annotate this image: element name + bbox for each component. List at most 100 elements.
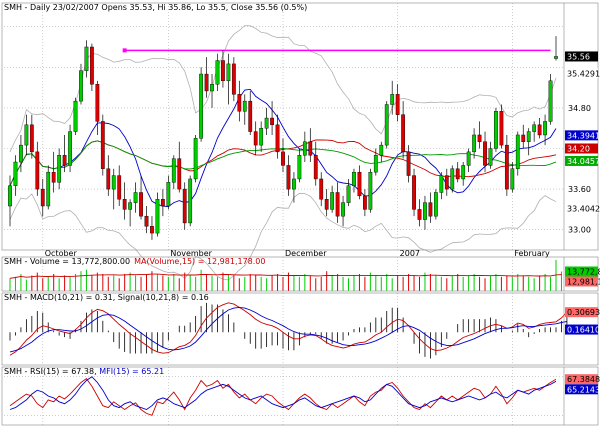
candle-body-39 [221,60,225,82]
ma-mid-value-box [565,143,598,154]
candle-body-43 [242,100,247,112]
price-header: SMH - Daily 23/02/2007 Opens 35.53, Hi 3… [4,3,307,12]
candle-body-61 [341,202,345,217]
x-label-2007: 2007 [400,249,420,258]
candle-body-45 [253,131,258,146]
candle-body-54 [302,141,307,156]
volume-ma-value-label: 12,981,17 [567,277,600,286]
volume-ma-value-box [565,276,598,287]
macd-line [9,302,568,356]
candle-body-67 [373,155,378,173]
macd-value-box [565,307,598,318]
candle-body-1 [13,161,18,186]
candle-body-82 [455,168,460,180]
candle-body-73 [406,151,411,176]
bollinger-lower-value-label: 33.4042 [567,204,600,213]
candle-body-72 [401,114,406,153]
candle-body-40 [226,63,231,82]
candle-body-46 [259,127,264,146]
candle-body-88 [488,148,493,166]
candle-body-19 [111,175,116,190]
rsi-value-box [565,374,598,385]
candle-body-8 [51,171,56,183]
candle-body-94 [521,134,526,142]
y-tick-0: 34.80 [568,104,591,113]
candle-body-41 [231,63,236,95]
candle-body-5 [35,151,40,190]
volume-value-label: 13,772,80 [567,267,600,276]
rsi-line [9,377,557,416]
candle-body-57 [319,178,324,200]
panel-frame-2 [1,292,599,366]
candle-body-32 [182,188,187,224]
candle-body-4 [29,124,34,153]
candle-body-36 [204,73,209,92]
candle-body-59 [330,192,335,210]
candle-body-95 [526,131,531,142]
candle-body-51 [286,165,291,190]
candle-body-79 [439,175,444,193]
candle-body-56 [313,155,318,180]
candle-body-29 [166,182,171,207]
candle-body-97 [537,124,542,136]
candle-body-78 [433,192,438,217]
ma-mid-value-label: 34.20 [567,144,590,153]
candle-body-87 [483,141,487,166]
ma-long-value-box [565,155,598,166]
volume-header: SMH - Volume = 13,772,800.00 MA(Volume,15… [4,257,265,266]
mfi-value-label: 65.2143 [567,385,600,394]
candle-body-22 [128,202,133,210]
candle-body-31 [177,158,182,190]
volume-ma-line [9,273,562,279]
candle-body-15 [90,46,94,85]
x-axis-labels: October November December 2007 February [45,249,550,258]
candle-body-64 [357,171,362,197]
candle-body-38 [215,60,220,85]
y-tick-2: 33.00 [568,226,591,235]
candle-body-33 [188,178,193,224]
candle-body-71 [395,94,400,115]
candle-body-91 [504,144,509,190]
candle-body-77 [428,202,433,217]
bollinger-lower [9,192,557,281]
candle-body-84 [466,151,471,166]
candle-body-52 [292,178,296,190]
candle-body-13 [79,70,83,102]
candle-body-96 [532,124,537,132]
candle-body-68 [379,144,384,156]
resistance-anchor [122,48,127,53]
candle-body-47 [264,117,269,129]
macd-signal-value-box [565,324,598,335]
candle-body-60 [335,192,340,217]
candle-body-63 [352,171,356,186]
price-candles [8,36,558,240]
candle-body-74 [412,175,416,210]
candle-body-86 [477,134,482,142]
candle-body-92 [510,168,515,190]
candle-body-100 [554,56,558,59]
candle-body-3 [24,124,29,146]
resistance-line [122,48,551,53]
candle-body-26 [150,226,154,234]
candle-body-85 [472,134,476,153]
candle-body-21 [122,199,127,210]
candle-body-93 [515,134,520,169]
candle-body-44 [248,100,253,132]
candle-body-76 [423,202,427,220]
candle-body-89 [494,111,498,149]
rsi-panel [4,376,564,416]
candle-body-83 [461,165,466,180]
x-label-february: February [514,249,550,258]
candle-body-90 [499,111,504,146]
mfi-line [9,376,557,410]
candle-body-48 [270,117,274,126]
candle-body-28 [160,199,165,207]
volume-value-box [565,266,598,277]
candle-body-10 [62,155,67,166]
candle-body-0 [8,185,12,207]
rsi-header: SMH - RSI(15) = 67.38, MFI(15) = 65.21 [4,367,164,376]
candle-body-23 [133,192,138,203]
y-tick-1: 33.60 [568,185,591,194]
rsi-value-label: 67.3848 [567,375,600,384]
